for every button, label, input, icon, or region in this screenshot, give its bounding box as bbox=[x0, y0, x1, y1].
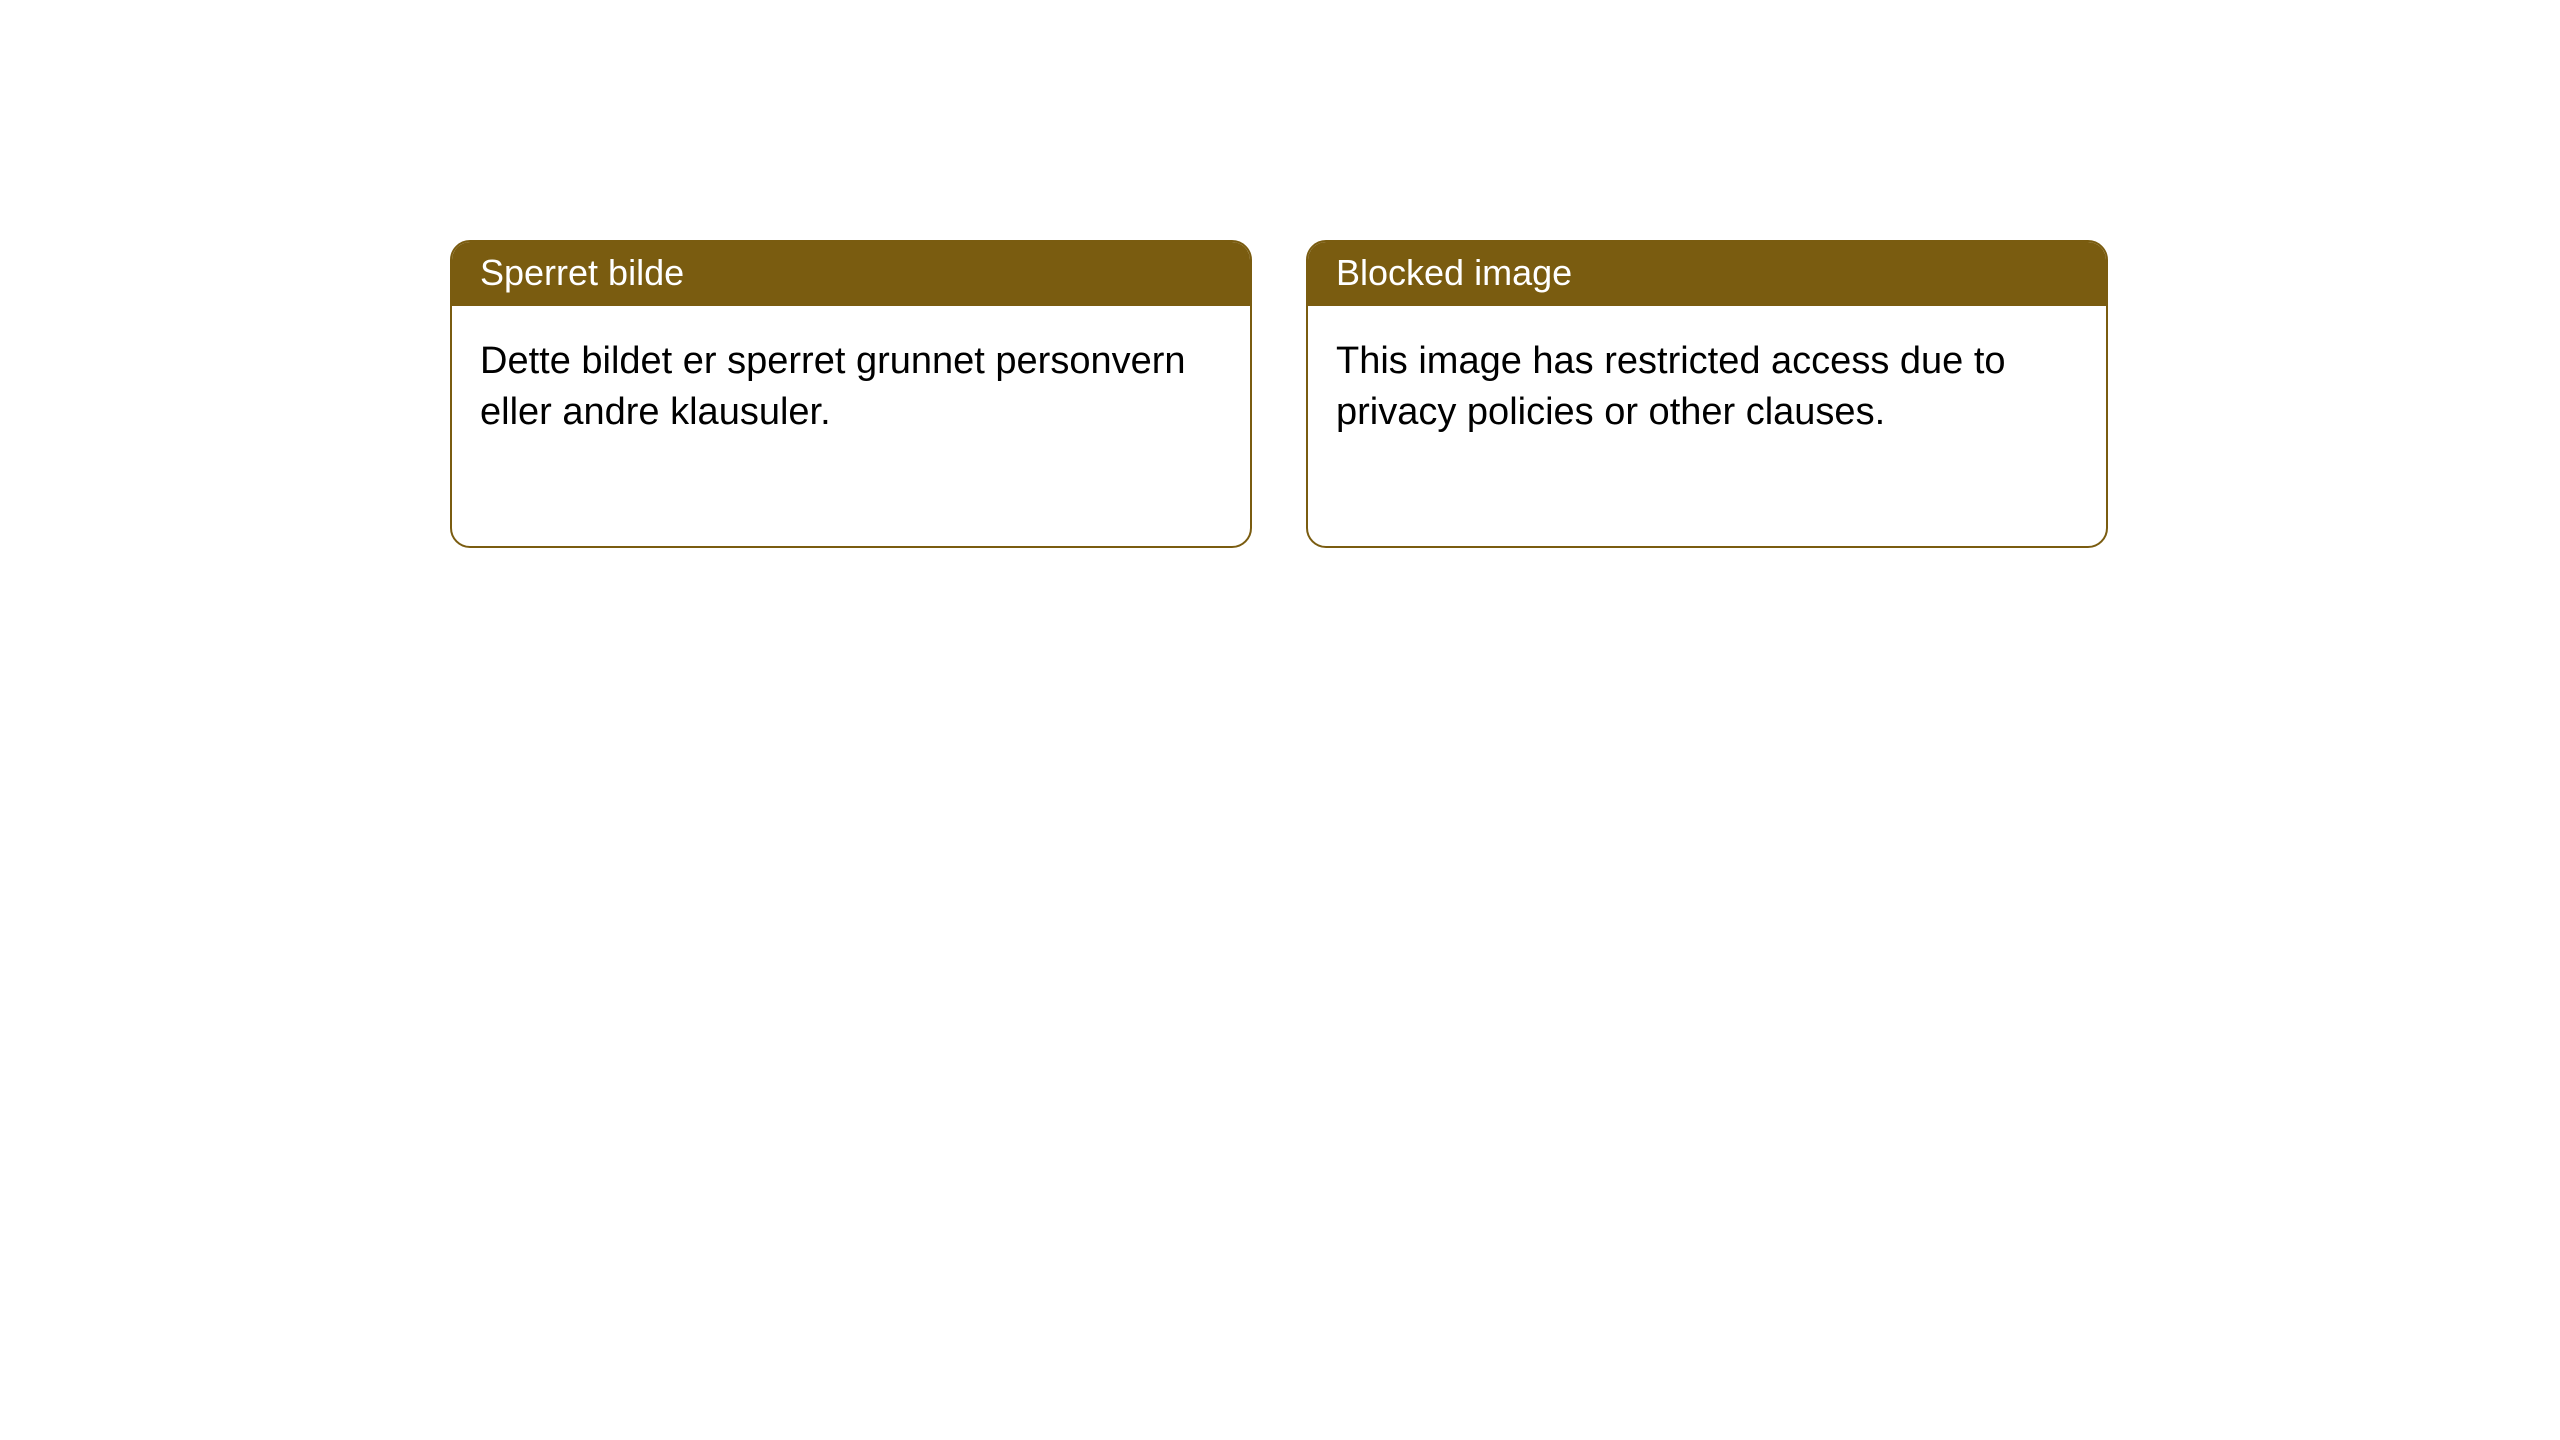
notice-cards-container: Sperret bilde Dette bildet er sperret gr… bbox=[450, 240, 2108, 548]
notice-card-title: Blocked image bbox=[1336, 252, 1572, 293]
notice-card-title: Sperret bilde bbox=[480, 252, 684, 293]
notice-card-body-text: This image has restricted access due to … bbox=[1336, 340, 2006, 433]
notice-card-body-text: Dette bildet er sperret grunnet personve… bbox=[480, 340, 1186, 433]
notice-card-norwegian: Sperret bilde Dette bildet er sperret gr… bbox=[450, 240, 1252, 548]
notice-card-english: Blocked image This image has restricted … bbox=[1306, 240, 2108, 548]
notice-card-body: This image has restricted access due to … bbox=[1308, 306, 2106, 546]
notice-card-body: Dette bildet er sperret grunnet personve… bbox=[452, 306, 1250, 546]
notice-card-header: Sperret bilde bbox=[452, 242, 1250, 306]
notice-card-header: Blocked image bbox=[1308, 242, 2106, 306]
